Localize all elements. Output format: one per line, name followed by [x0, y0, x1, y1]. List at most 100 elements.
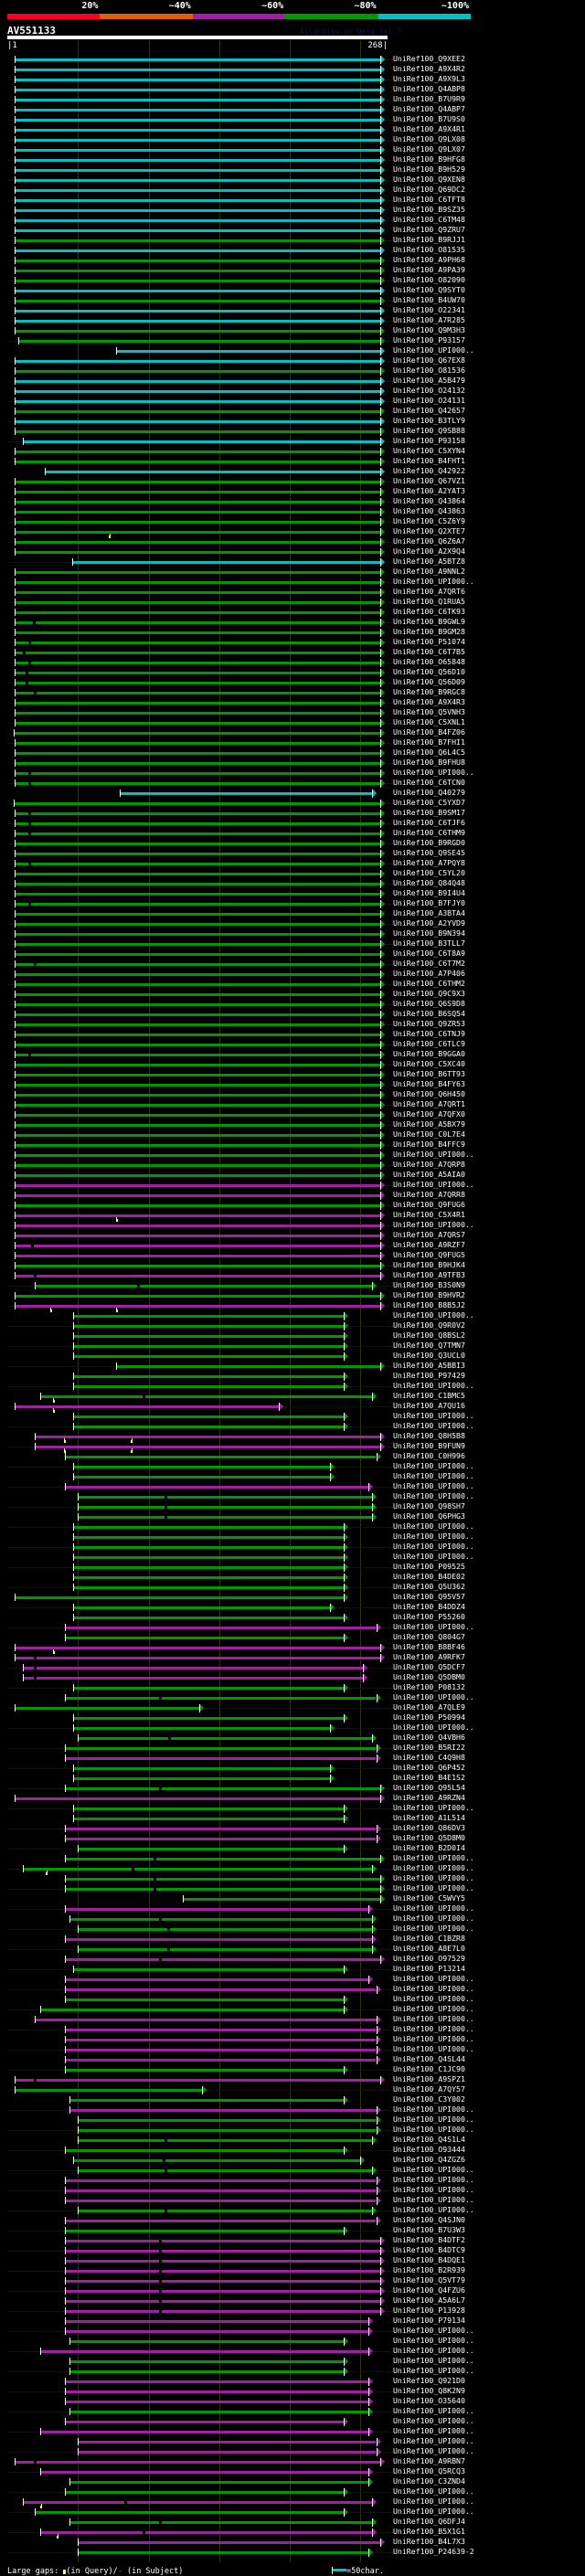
alignment-bar[interactable]: [115, 1365, 380, 1368]
subject-label[interactable]: UniRef100_UPI000..: [393, 2406, 474, 2415]
subject-label[interactable]: UniRef100_UPI000..: [393, 2205, 474, 2214]
alignment-bar[interactable]: [15, 1164, 380, 1167]
alignment-bar[interactable]: [69, 2340, 344, 2343]
alignment-bar[interactable]: [73, 1335, 344, 1338]
alignment-bar[interactable]: [15, 1204, 380, 1207]
alignment-bar[interactable]: [15, 1707, 200, 1710]
subject-label[interactable]: UniRef100_A9TFB3: [393, 1270, 465, 1279]
alignment-bar[interactable]: [120, 792, 372, 795]
alignment-bar[interactable]: [40, 2350, 368, 2353]
alignment-bar[interactable]: [15, 1275, 380, 1277]
subject-label[interactable]: UniRef100_C5X4R1: [393, 1210, 465, 1219]
alignment-bar[interactable]: [15, 1154, 380, 1157]
alignment-bar[interactable]: [15, 1034, 380, 1036]
alignment-bar[interactable]: [77, 1516, 372, 1519]
subject-label[interactable]: UniRef100_Q9SE45: [393, 848, 465, 857]
alignment-bar[interactable]: [65, 2049, 377, 2051]
subject-label[interactable]: UniRef100_UPI000..: [393, 2175, 474, 2184]
alignment-bar[interactable]: [73, 1355, 344, 1358]
alignment-bar[interactable]: [73, 1606, 330, 1609]
subject-label[interactable]: UniRef100_Q6S9D8: [393, 999, 465, 1008]
alignment-bar[interactable]: [15, 973, 380, 976]
subject-label[interactable]: UniRef100_C5Z6Y9: [393, 516, 465, 525]
subject-label[interactable]: UniRef100_B6TT93: [393, 1069, 465, 1078]
alignment-bar[interactable]: [183, 1898, 380, 1901]
alignment-bar[interactable]: [15, 1647, 380, 1649]
alignment-bar[interactable]: [115, 350, 380, 353]
subject-label[interactable]: UniRef100_Q5VNH3: [393, 707, 465, 716]
alignment-bar[interactable]: [77, 2139, 372, 2142]
alignment-bar[interactable]: [73, 1576, 344, 1579]
alignment-bar[interactable]: [35, 2019, 377, 2021]
subject-label[interactable]: UniRef100_C0L7E4: [393, 1129, 465, 1139]
subject-label[interactable]: UniRef100_UPI000..: [393, 2507, 474, 2516]
subject-label[interactable]: UniRef100_B4DTC9: [393, 2245, 465, 2254]
subject-label[interactable]: UniRef100_Q9ZR53: [393, 1019, 465, 1028]
subject-label[interactable]: UniRef100_B2R939: [393, 2265, 465, 2274]
subject-label[interactable]: UniRef100_B7U3W3: [393, 2225, 465, 2234]
alignment-bar[interactable]: [77, 1948, 372, 1951]
subject-label[interactable]: UniRef100_UPI000..: [393, 1411, 474, 1420]
alignment-bar[interactable]: [77, 2129, 377, 2132]
subject-label[interactable]: UniRef100_UPI000..: [393, 1803, 474, 1812]
alignment-bar[interactable]: [15, 2079, 380, 2082]
subject-label[interactable]: UniRef100_B7FJY0: [393, 898, 465, 907]
alignment-bar[interactable]: [73, 1717, 344, 1720]
subject-label[interactable]: UniRef100_C3Y002: [393, 2094, 465, 2104]
alignment-bar[interactable]: [65, 2401, 368, 2403]
alignment-bar[interactable]: [15, 1003, 380, 1006]
alignment-bar[interactable]: [15, 812, 380, 815]
subject-label[interactable]: UniRef100_C6T7M2: [393, 959, 465, 968]
alignment-bar[interactable]: [15, 863, 380, 865]
alignment-bar[interactable]: [73, 1466, 330, 1468]
subject-label[interactable]: UniRef100_UPI000..: [393, 2044, 474, 2053]
alignment-bar[interactable]: [65, 1958, 380, 1961]
alignment-bar[interactable]: [15, 641, 380, 644]
alignment-bar[interactable]: [65, 2260, 380, 2263]
subject-label[interactable]: UniRef100_UPI000..: [393, 1310, 474, 1320]
subject-label[interactable]: UniRef100_O35640: [393, 2396, 465, 2405]
subject-label[interactable]: UniRef100_Q6P452: [393, 1763, 465, 1772]
alignment-bar[interactable]: [22, 1677, 363, 1680]
alignment-bar[interactable]: [15, 511, 380, 514]
subject-label[interactable]: UniRef100_A5B479: [393, 376, 465, 385]
alignment-bar[interactable]: [40, 2431, 368, 2433]
subject-label[interactable]: UniRef100_Q921D0: [393, 2376, 465, 2385]
alignment-bar[interactable]: [15, 149, 380, 152]
subject-label[interactable]: UniRef100_B5RI22: [393, 1743, 465, 1752]
alignment-bar[interactable]: [15, 491, 380, 493]
subject-label[interactable]: UniRef100_UPI000..: [393, 1913, 474, 1923]
alignment-bar[interactable]: [15, 682, 380, 684]
alignment-bar[interactable]: [15, 270, 380, 272]
subject-label[interactable]: UniRef100_P09525: [393, 1562, 465, 1571]
subject-label[interactable]: UniRef100_A9PA39: [393, 265, 465, 274]
alignment-bar[interactable]: [73, 1536, 344, 1539]
alignment-bar[interactable]: [15, 199, 380, 202]
alignment-bar[interactable]: [13, 802, 380, 805]
alignment-bar[interactable]: [73, 1617, 344, 1619]
alignment-bar[interactable]: [15, 69, 380, 71]
subject-label[interactable]: UniRef100_B3TLY9: [393, 416, 465, 425]
subject-label[interactable]: UniRef100_A2X9Q4: [393, 546, 465, 556]
alignment-bar[interactable]: [73, 1807, 344, 1810]
alignment-bar[interactable]: [65, 1486, 368, 1489]
subject-label[interactable]: UniRef100_B8BF46: [393, 1642, 465, 1651]
subject-label[interactable]: UniRef100_Q9M3H3: [393, 325, 465, 334]
alignment-bar[interactable]: [15, 1214, 380, 1217]
alignment-bar[interactable]: [15, 209, 380, 212]
alignment-bar[interactable]: [15, 58, 380, 61]
alignment-bar[interactable]: [15, 1124, 380, 1127]
subject-label[interactable]: UniRef100_C6T8A9: [393, 949, 465, 958]
alignment-bar[interactable]: [15, 119, 380, 122]
alignment-bar[interactable]: [77, 1496, 372, 1499]
alignment-bar[interactable]: [73, 1415, 344, 1418]
alignment-bar[interactable]: [73, 2159, 360, 2162]
alignment-bar[interactable]: [69, 2370, 344, 2373]
alignment-bar[interactable]: [15, 451, 380, 453]
alignment-bar[interactable]: [15, 420, 380, 423]
alignment-bar[interactable]: [15, 79, 380, 81]
alignment-bar[interactable]: [15, 380, 380, 383]
subject-label[interactable]: UniRef100_Q69DC2: [393, 185, 465, 194]
alignment-bar[interactable]: [69, 2521, 372, 2524]
subject-label[interactable]: UniRef100_P93158: [393, 436, 465, 445]
